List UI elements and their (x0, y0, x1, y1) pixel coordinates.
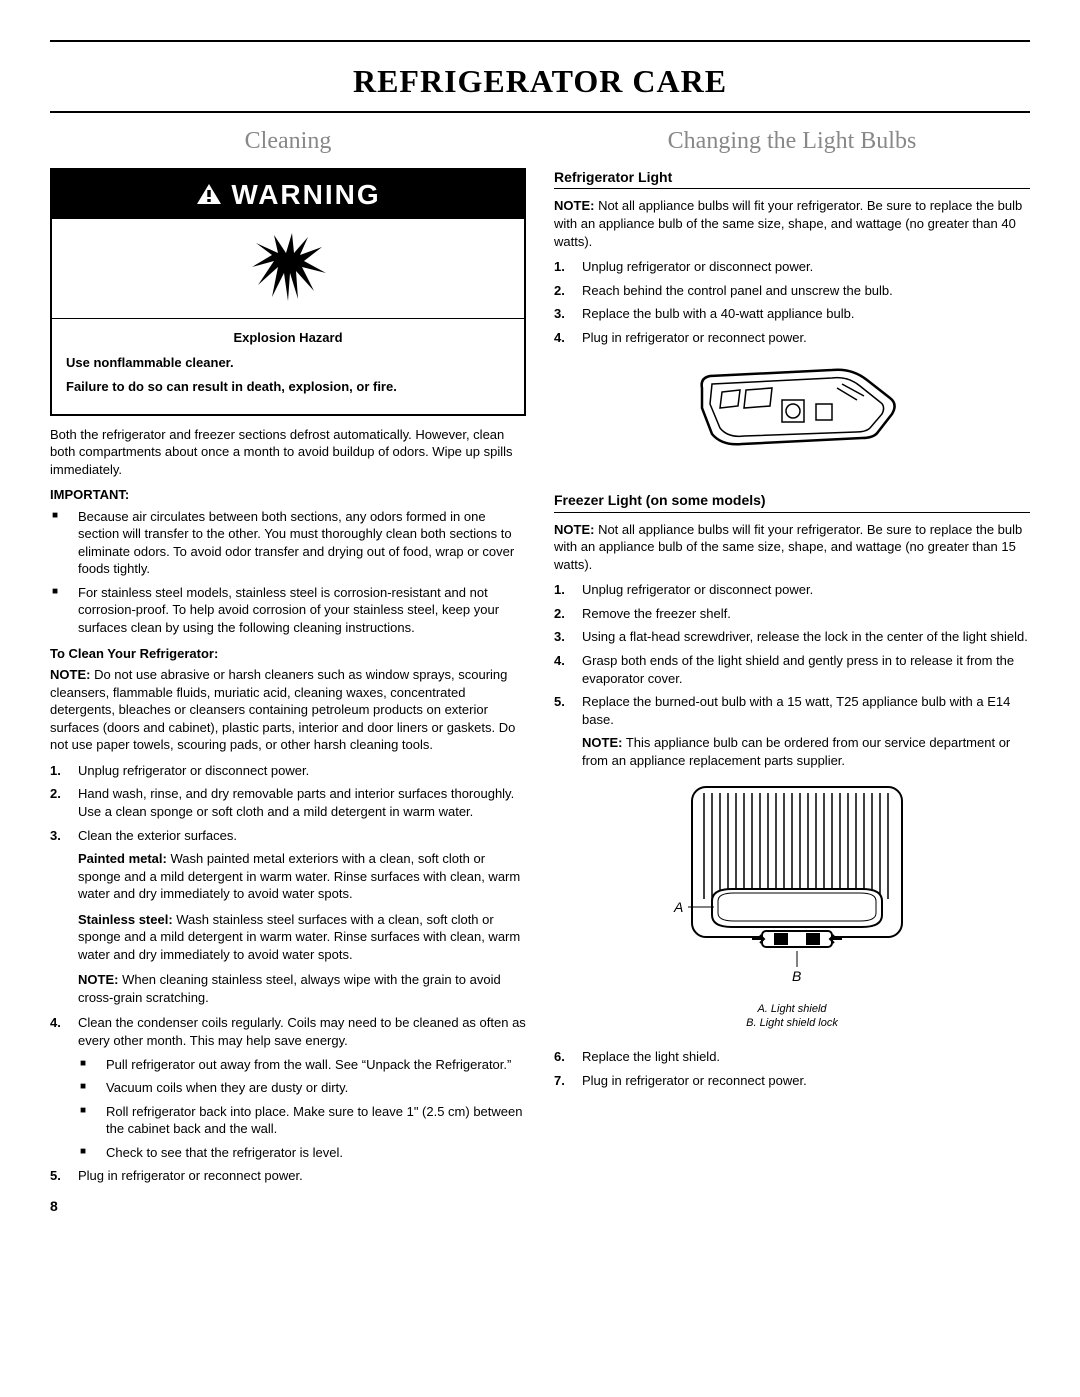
step-text: Unplug refrigerator or disconnect power. (582, 259, 813, 274)
control-panel-figure (554, 358, 1030, 473)
refrig-step: 2.Reach behind the control panel and uns… (576, 282, 1030, 300)
refrig-step: 1.Unplug refrigerator or disconnect powe… (576, 258, 1030, 276)
freezer-light-note: NOTE: Not all appliance bulbs will fit y… (554, 521, 1030, 574)
freezer-light-heading: Freezer Light (on some models) (554, 491, 1030, 513)
stainless-para: Stainless steel: Wash stainless steel su… (78, 911, 526, 964)
sub-bullet: Roll refrigerator back into place. Make … (100, 1103, 526, 1138)
fig-label-A: A (673, 899, 683, 915)
fig-label-B: B (792, 968, 801, 984)
sub-bullet: Pull refrigerator out away from the wall… (100, 1056, 526, 1074)
fig-caption-a: A. Light shield (757, 1003, 826, 1015)
fig-caption-b: B. Light shield lock (746, 1017, 838, 1029)
step-text: Using a flat-head screwdriver, release t… (582, 629, 1028, 644)
freezer-note5-text: This appliance bulb can be ordered from … (582, 735, 1010, 768)
stainless-label: Stainless steel: (78, 912, 173, 927)
refrig-step: 4.Plug in refrigerator or reconnect powe… (576, 329, 1030, 347)
warning-header-text: WARNING (231, 176, 380, 214)
stainless-note-text: When cleaning stainless steel, always wi… (78, 972, 501, 1005)
light-shield-figure: A B A. Light shield B. Light shield lock (554, 781, 1030, 1030)
freezer-step: 5.Replace the burned-out bulb with a 15 … (576, 693, 1030, 769)
freezer-step: 7.Plug in refrigerator or reconnect powe… (576, 1072, 1030, 1090)
two-column-layout: Cleaning WARNING Explosion Hazard Use no… (50, 125, 1030, 1216)
intro-paragraph: Both the refrigerator and freezer sectio… (50, 426, 526, 479)
hazard-title: Explosion Hazard (66, 329, 510, 347)
warning-header: WARNING (52, 170, 524, 220)
painted-metal-para: Painted metal: Wash painted metal exteri… (78, 850, 526, 903)
explosion-icon (248, 233, 328, 303)
top-rule (50, 40, 1030, 42)
explosion-icon-area (52, 219, 524, 318)
warning-box: WARNING Explosion Hazard Use nonflammabl… (50, 168, 526, 416)
to-clean-label: To Clean Your Refrigerator: (50, 645, 526, 663)
important-label: IMPORTANT: (50, 486, 526, 504)
step-text: Clean the exterior surfaces. (78, 828, 237, 843)
refrig-light-heading: Refrigerator Light (554, 168, 1030, 190)
note-prefix: NOTE: (582, 735, 622, 750)
sub-bullet: Check to see that the refrigerator is le… (100, 1144, 526, 1162)
alert-triangle-icon (195, 182, 223, 206)
note-prefix: NOTE: (78, 972, 118, 987)
clean-step-3: 3.Clean the exterior surfaces. Painted m… (72, 827, 526, 1007)
important-bullets: Because air circulates between both sect… (50, 508, 526, 637)
step-text: Reach behind the control panel and unscr… (582, 283, 893, 298)
freezer-light-steps-cont: 6.Replace the light shield. 7.Plug in re… (554, 1048, 1030, 1089)
freezer-step5-note: NOTE: This appliance bulb can be ordered… (582, 734, 1030, 769)
title-rule (50, 111, 1030, 113)
refrig-light-note: NOTE: Not all appliance bulbs will fit y… (554, 197, 1030, 250)
refrig-step: 3.Replace the bulb with a 40-watt applia… (576, 305, 1030, 323)
important-bullet: Because air circulates between both sect… (72, 508, 526, 578)
clean-step-2: 2.Hand wash, rinse, and dry removable pa… (72, 785, 526, 820)
refrig-light-steps: 1.Unplug refrigerator or disconnect powe… (554, 258, 1030, 346)
warning-text: Explosion Hazard Use nonflammable cleane… (52, 318, 524, 414)
important-bullet: For stainless steel models, stainless st… (72, 584, 526, 637)
page-main-title: REFRIGERATOR CARE (50, 60, 1030, 103)
freezer-step: 2.Remove the freezer shelf. (576, 605, 1030, 623)
clean-step-1: 1.Unplug refrigerator or disconnect powe… (72, 762, 526, 780)
freezer-light-steps: 1.Unplug refrigerator or disconnect powe… (554, 581, 1030, 769)
step-text: Unplug refrigerator or disconnect power. (78, 763, 309, 778)
clean-steps: 1.Unplug refrigerator or disconnect powe… (50, 762, 526, 1185)
step-text: Plug in refrigerator or reconnect power. (78, 1168, 303, 1183)
figure-caption: A. Light shield B. Light shield lock (554, 1002, 1030, 1031)
step-text: Remove the freezer shelf. (582, 606, 731, 621)
step4-sub-bullets: Pull refrigerator out away from the wall… (78, 1056, 526, 1162)
step-text: Plug in refrigerator or reconnect power. (582, 1073, 807, 1088)
step-text: Unplug refrigerator or disconnect power. (582, 582, 813, 597)
clean-step-4: 4.Clean the condenser coils regularly. C… (72, 1014, 526, 1161)
freezer-step: 4.Grasp both ends of the light shield an… (576, 652, 1030, 687)
page-number: 8 (50, 1197, 526, 1216)
warning-line-2: Failure to do so can result in death, ex… (66, 378, 510, 396)
right-column: Changing the Light Bulbs Refrigerator Li… (554, 125, 1030, 1216)
step-text: Replace the burned-out bulb with a 15 wa… (582, 694, 1010, 727)
clean-step-5: 5.Plug in refrigerator or reconnect powe… (72, 1167, 526, 1185)
note-prefix: NOTE: (554, 522, 594, 537)
freezer-step: 1.Unplug refrigerator or disconnect powe… (576, 581, 1030, 599)
left-column: Cleaning WARNING Explosion Hazard Use no… (50, 125, 526, 1216)
step-text: Clean the condenser coils regularly. Coi… (78, 1015, 526, 1048)
freezer-step: 3.Using a flat-head screwdriver, release… (576, 628, 1030, 646)
stainless-note: NOTE: When cleaning stainless steel, alw… (78, 971, 526, 1006)
refrig-note-text: Not all appliance bulbs will fit your re… (554, 198, 1022, 248)
control-panel-illustration-icon (682, 358, 902, 468)
note-prefix: NOTE: (554, 198, 594, 213)
bulbs-section-title: Changing the Light Bulbs (554, 125, 1030, 157)
painted-label: Painted metal: (78, 851, 167, 866)
light-shield-illustration-icon: A B (642, 781, 942, 991)
step-text: Plug in refrigerator or reconnect power. (582, 330, 807, 345)
clean-note: NOTE: Do not use abrasive or harsh clean… (50, 666, 526, 754)
cleaning-section-title: Cleaning (50, 125, 526, 157)
step-text: Grasp both ends of the light shield and … (582, 653, 1014, 686)
freezer-step: 6.Replace the light shield. (576, 1048, 1030, 1066)
note-prefix: NOTE: (50, 667, 90, 682)
freezer-note-text: Not all appliance bulbs will fit your re… (554, 522, 1022, 572)
clean-note-text: Do not use abrasive or harsh cleaners su… (50, 667, 515, 752)
step-text: Hand wash, rinse, and dry removable part… (78, 786, 514, 819)
sub-bullet: Vacuum coils when they are dusty or dirt… (100, 1079, 526, 1097)
step-text: Replace the bulb with a 40-watt applianc… (582, 306, 854, 321)
warning-line-1: Use nonflammable cleaner. (66, 354, 510, 372)
step-text: Replace the light shield. (582, 1049, 720, 1064)
